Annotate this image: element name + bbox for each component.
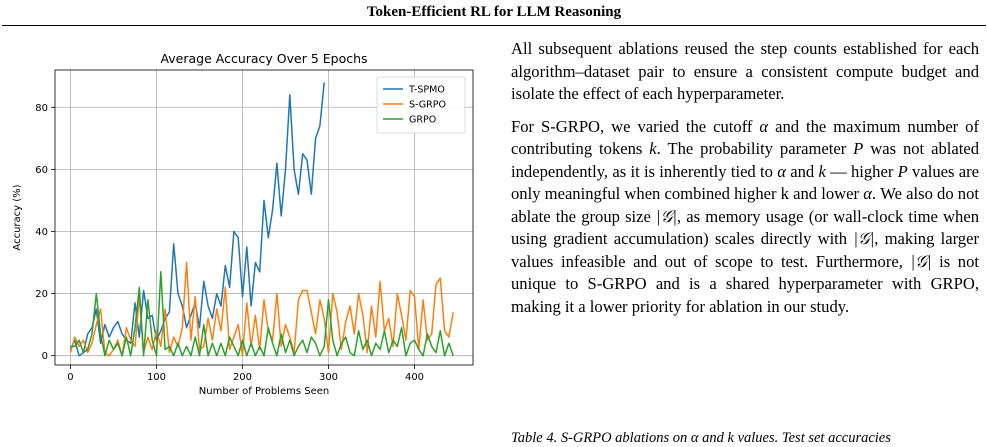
text-run: values are only meaningful when combined… — [511, 161, 979, 204]
y-tick-label: 60 — [35, 165, 48, 176]
y-tick-label: 40 — [35, 227, 48, 238]
text-run: is not unique to S-GRPO and is a shared … — [511, 251, 979, 316]
y-tick-label: 0 — [42, 351, 48, 362]
text-run: was not ablated independently, as it is … — [511, 139, 980, 181]
math-symbol: α — [777, 161, 786, 181]
math-symbol: P — [897, 161, 908, 181]
header-rule — [2, 25, 986, 26]
legend-entry: T-SPMO — [408, 85, 445, 96]
accuracy-line-chart: 0 100 200 300 400 0 20 40 60 80 Average Accuracy … — [12, 51, 474, 397]
text-run: , making larger values infeasible and ou… — [511, 229, 979, 271]
text-run: and — [785, 161, 819, 181]
legend-entry: GRPO — [409, 115, 436, 126]
body-text-column: All subsequent ablations reused the step… — [511, 38, 979, 328]
legend: T-SPMO S-GRPO GRPO — [376, 76, 466, 134]
text-run: . We also do not ablate the group size — [511, 184, 979, 226]
series-line-grpo — [70, 271, 454, 357]
x-tick-label: 0 — [67, 372, 73, 383]
paragraph-sgrpo-ablation: For S-GRPO, we varied the cutoff α and t… — [511, 116, 979, 319]
math-symbol: |𝒢| — [910, 251, 932, 271]
axis-ticks: 0 100 200 300 400 0 20 40 60 80 — [35, 103, 424, 383]
math-symbol: |𝒢| — [656, 206, 677, 226]
math-symbol: |𝒢| — [853, 229, 875, 248]
series-line-s-grpo — [69, 261, 454, 357]
x-axis-label: Number of Problems Seen — [199, 386, 329, 397]
y-tick-label: 80 — [35, 103, 48, 114]
table-caption: Table 4. S-GRPO ablations on α and k val… — [511, 430, 891, 446]
y-axis-label: Accuracy (%) — [12, 184, 23, 250]
text-run: . The probability parameter — [656, 139, 854, 158]
text-run: — higher — [825, 161, 898, 181]
math-symbol: α — [759, 116, 769, 136]
math-symbol: k — [818, 161, 826, 181]
math-symbol: P — [853, 139, 864, 158]
x-tick-label: 400 — [405, 372, 424, 383]
x-tick-label: 300 — [319, 372, 338, 383]
text-run: For S-GRPO, we varied the cutoff — [511, 116, 760, 136]
x-tick-label: 100 — [147, 372, 166, 383]
series-lines — [69, 82, 454, 357]
text-run: , as memory usage (or wall-clock time wh… — [511, 206, 979, 249]
paragraph-ablation-budget: All subsequent ablations reused the step… — [511, 39, 979, 103]
y-tick-label: 20 — [35, 289, 48, 300]
math-symbol: α — [863, 184, 872, 203]
chart-title: Average Accuracy Over 5 Epochs — [160, 51, 367, 66]
running-header: Token-Efficient RL for LLM Reasoning — [366, 4, 622, 20]
x-tick-label: 200 — [233, 372, 252, 383]
plot-frame — [54, 69, 474, 366]
text-run: and the maximum number of contributing t… — [511, 116, 979, 159]
math-symbol: k — [649, 139, 657, 158]
legend-entry: S-GRPO — [409, 100, 446, 111]
